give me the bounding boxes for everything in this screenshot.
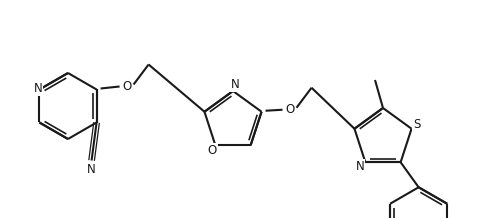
Text: S: S — [413, 118, 420, 131]
Text: O: O — [285, 103, 294, 116]
Text: N: N — [87, 163, 96, 176]
Text: N: N — [34, 82, 43, 95]
Text: O: O — [208, 144, 217, 157]
Text: N: N — [356, 160, 365, 173]
Text: N: N — [231, 78, 239, 92]
Text: O: O — [122, 80, 131, 93]
